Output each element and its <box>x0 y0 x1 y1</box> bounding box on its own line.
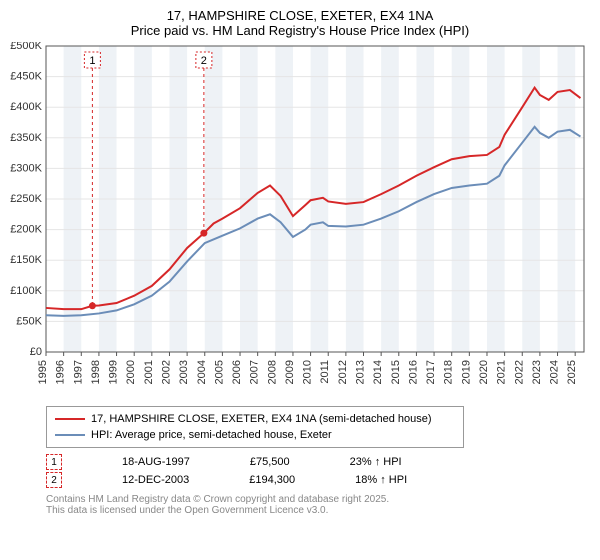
footer-licence: This data is licensed under the Open Gov… <box>46 505 592 516</box>
svg-text:2017: 2017 <box>425 360 437 384</box>
svg-text:2012: 2012 <box>337 360 349 384</box>
svg-text:£250K: £250K <box>10 193 42 205</box>
svg-text:1995: 1995 <box>37 360 49 384</box>
svg-text:£50K: £50K <box>16 315 42 327</box>
svg-text:£100K: £100K <box>10 285 42 297</box>
footer-notes: Contains HM Land Registry data © Crown c… <box>46 494 592 516</box>
svg-text:2019: 2019 <box>460 360 472 384</box>
svg-text:2021: 2021 <box>496 360 508 384</box>
sale-row: 2 12-DEC-2003 £194,300 18% ↑ HPI <box>46 472 592 488</box>
svg-text:£200K: £200K <box>10 224 42 236</box>
svg-text:2009: 2009 <box>284 360 296 384</box>
svg-text:£350K: £350K <box>10 132 42 144</box>
title-subtitle: Price paid vs. HM Land Registry's House … <box>8 23 592 38</box>
sale-row: 1 18-AUG-1997 £75,500 23% ↑ HPI <box>46 454 592 470</box>
sale-price: £75,500 <box>250 456 290 468</box>
legend-swatch-hpi <box>55 434 85 436</box>
svg-text:2008: 2008 <box>266 360 278 384</box>
svg-text:2004: 2004 <box>196 360 208 384</box>
svg-text:2011: 2011 <box>319 360 331 384</box>
svg-text:2015: 2015 <box>390 360 402 384</box>
svg-text:1996: 1996 <box>55 360 67 384</box>
svg-text:2025: 2025 <box>566 360 578 384</box>
svg-text:2020: 2020 <box>478 360 490 384</box>
svg-text:2: 2 <box>201 55 207 67</box>
svg-text:2007: 2007 <box>249 360 261 384</box>
svg-text:2003: 2003 <box>178 360 190 384</box>
svg-text:1997: 1997 <box>72 360 84 384</box>
sale-delta: 18% ↑ HPI <box>355 474 407 486</box>
legend-row-hpi: HPI: Average price, semi-detached house,… <box>55 427 455 443</box>
svg-text:1999: 1999 <box>108 360 120 384</box>
svg-text:2018: 2018 <box>443 360 455 384</box>
svg-text:£400K: £400K <box>10 101 42 113</box>
svg-text:£0: £0 <box>30 346 42 358</box>
svg-text:1: 1 <box>89 55 95 67</box>
sale-marker: 1 <box>46 454 62 470</box>
svg-text:£150K: £150K <box>10 254 42 266</box>
svg-text:2024: 2024 <box>549 360 561 384</box>
svg-text:2016: 2016 <box>407 360 419 384</box>
svg-text:2014: 2014 <box>372 360 384 384</box>
svg-text:2022: 2022 <box>513 360 525 384</box>
svg-text:£450K: £450K <box>10 71 42 83</box>
sale-price: £194,300 <box>249 474 295 486</box>
footer-copyright: Contains HM Land Registry data © Crown c… <box>46 494 592 505</box>
legend: 17, HAMPSHIRE CLOSE, EXETER, EX4 1NA (se… <box>46 406 464 448</box>
legend-label-hpi: HPI: Average price, semi-detached house,… <box>91 429 332 441</box>
price-chart: £0 £50K £100K £150K £200K £250K £300K £350K £400… <box>8 42 592 402</box>
sale-delta: 23% ↑ HPI <box>350 456 402 468</box>
title-address: 17, HAMPSHIRE CLOSE, EXETER, EX4 1NA <box>8 8 592 23</box>
legend-label-property: 17, HAMPSHIRE CLOSE, EXETER, EX4 1NA (se… <box>91 413 432 425</box>
svg-text:2005: 2005 <box>213 360 225 384</box>
svg-text:2000: 2000 <box>125 360 137 384</box>
svg-text:£300K: £300K <box>10 162 42 174</box>
svg-text:2006: 2006 <box>231 360 243 384</box>
svg-text:2023: 2023 <box>531 360 543 384</box>
sale-date: 12-DEC-2003 <box>122 474 189 486</box>
svg-text:2010: 2010 <box>302 360 314 384</box>
svg-text:£500K: £500K <box>10 42 42 52</box>
legend-swatch-property <box>55 418 85 420</box>
legend-row-property: 17, HAMPSHIRE CLOSE, EXETER, EX4 1NA (se… <box>55 411 455 427</box>
svg-text:1998: 1998 <box>90 360 102 384</box>
sale-marker: 2 <box>46 472 62 488</box>
svg-text:2001: 2001 <box>143 360 155 384</box>
svg-text:2013: 2013 <box>355 360 367 384</box>
sales-detail: 1 18-AUG-1997 £75,500 23% ↑ HPI 2 12-DEC-2003… <box>8 454 592 488</box>
chart-title: 17, HAMPSHIRE CLOSE, EXETER, EX4 1NA Pri… <box>8 8 592 38</box>
sale-date: 18-AUG-1997 <box>122 456 190 468</box>
chart-svg: £0 £50K £100K £150K £200K £250K £300K £350K £400… <box>8 42 592 402</box>
svg-text:2002: 2002 <box>160 360 172 384</box>
